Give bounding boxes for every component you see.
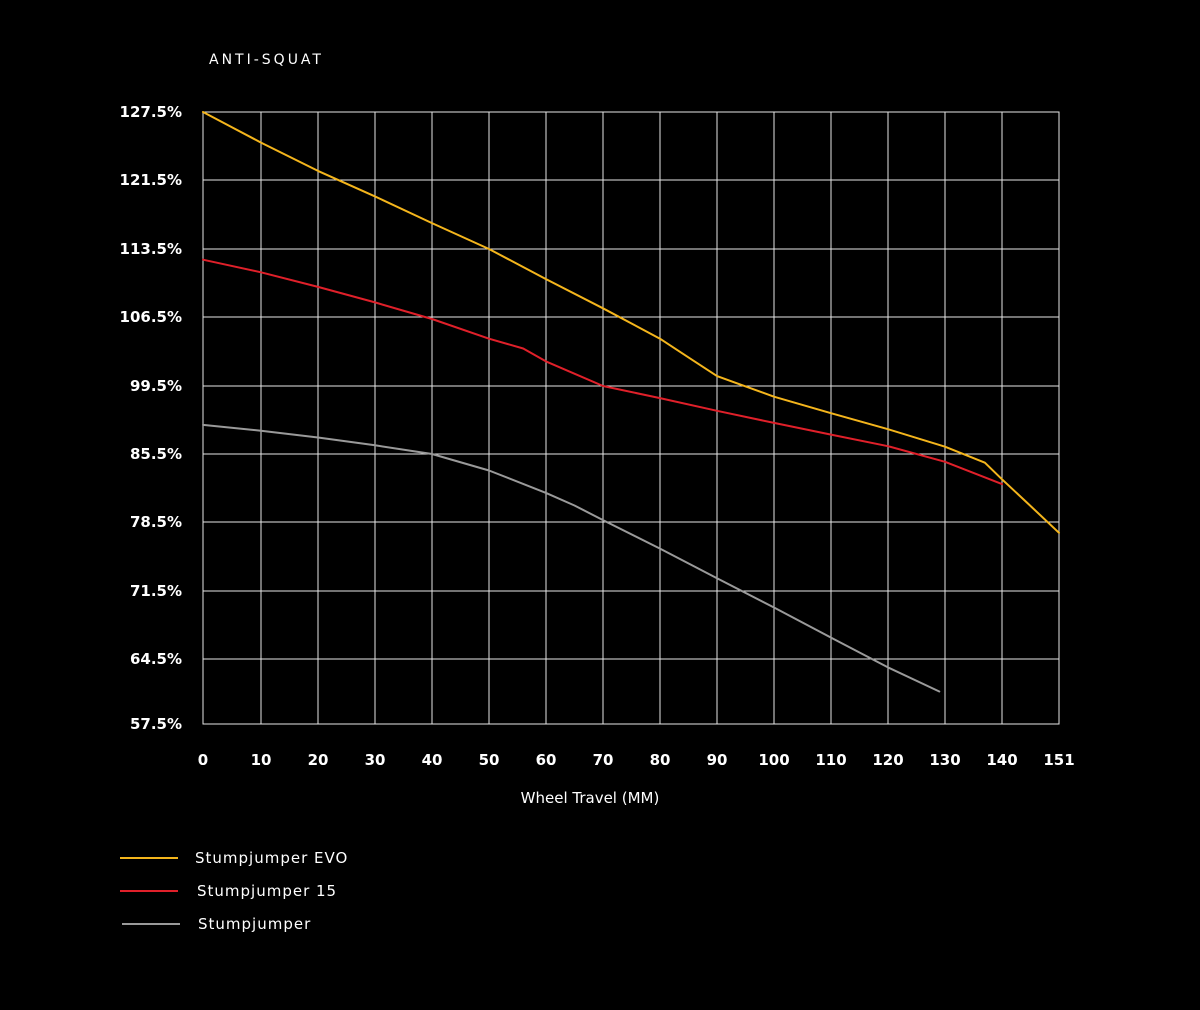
- y-tick-label: 113.5%: [120, 240, 182, 258]
- x-tick-label: 40: [422, 751, 443, 769]
- y-tick-label: 127.5%: [120, 103, 182, 121]
- x-tick-label: 110: [815, 751, 846, 769]
- series-line-stumpjumper-15: [202, 258, 1003, 486]
- x-tick-label: 80: [650, 751, 671, 769]
- y-tick-label: 85.5%: [130, 445, 182, 463]
- x-tick-label: 130: [929, 751, 960, 769]
- y-tick-label: 106.5%: [120, 308, 182, 326]
- x-tick-label: 70: [593, 751, 614, 769]
- x-tick-label: 0: [198, 751, 208, 769]
- x-axis-label: Wheel Travel (MM): [521, 789, 660, 807]
- series-lines: [202, 111, 1060, 693]
- x-tick-label: 90: [707, 751, 728, 769]
- series-line-stumpjumper-evo: [202, 111, 1060, 534]
- x-tick-label: 120: [872, 751, 903, 769]
- plot-grid: [202, 111, 1060, 725]
- legend: Stumpjumper EVO Stumpjumper 15 Stumpjumper: [120, 849, 348, 933]
- x-tick-label: 60: [536, 751, 557, 769]
- y-tick-label: 71.5%: [130, 582, 182, 600]
- x-tick-label: 50: [479, 751, 500, 769]
- y-tick-label: 121.5%: [120, 171, 182, 189]
- y-tick-label: 57.5%: [130, 715, 182, 733]
- legend-label-stumpjumper-15: Stumpjumper 15: [197, 882, 337, 900]
- x-tick-label: 140: [986, 751, 1017, 769]
- y-axis-ticks: 127.5% 121.5% 113.5% 106.5% 99.5% 85.5% 78.5% 7…: [120, 103, 182, 733]
- x-axis-ticks: 0 10 20 30 40 50 60 70 80 90 100 110 120 130 140 151: [198, 751, 1075, 769]
- x-tick-label: 30: [365, 751, 386, 769]
- legend-label-stumpjumper-evo: Stumpjumper EVO: [195, 849, 348, 867]
- x-tick-label: 151: [1043, 751, 1074, 769]
- x-tick-label: 10: [251, 751, 272, 769]
- y-tick-label: 64.5%: [130, 650, 182, 668]
- legend-label-stumpjumper: Stumpjumper: [198, 915, 311, 933]
- series-line-stumpjumper: [202, 423, 941, 693]
- chart-title: ANTI-SQUAT: [209, 52, 324, 68]
- y-tick-label: 99.5%: [130, 377, 182, 395]
- y-tick-label: 78.5%: [130, 513, 182, 531]
- x-tick-label: 100: [758, 751, 789, 769]
- plot-frame: [202, 111, 1060, 725]
- x-tick-label: 20: [308, 751, 329, 769]
